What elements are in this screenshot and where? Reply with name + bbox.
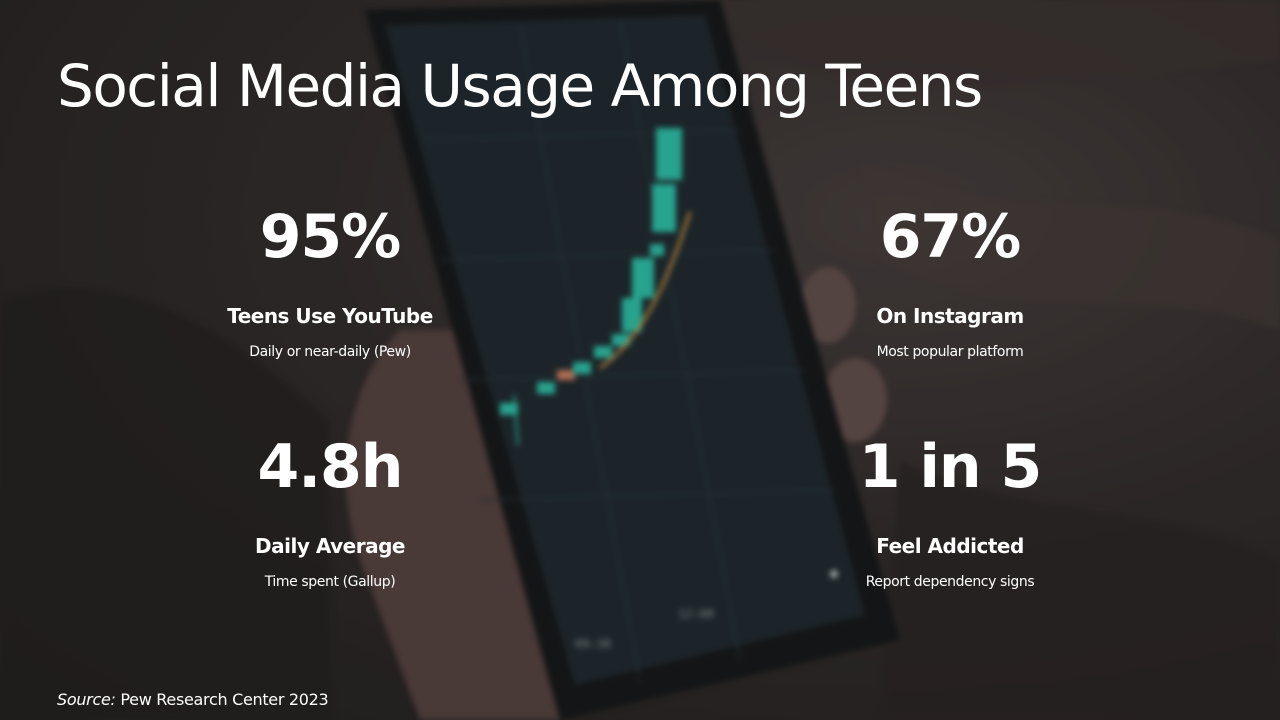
stat-note: Report dependency signs xyxy=(865,574,1035,590)
stat-note: Time spent (Gallup) xyxy=(264,574,396,590)
stat-card-instagram: 67% On Instagram Most popular platform xyxy=(790,206,1110,361)
stat-label: Daily Average xyxy=(255,534,405,558)
stat-value: 1 in 5 xyxy=(858,432,1043,502)
stat-label: Feel Addicted xyxy=(876,534,1024,558)
source-citation: Source: Pew Research Center 2023 xyxy=(57,690,329,709)
source-text: Pew Research Center 2023 xyxy=(120,690,329,709)
stat-label: Teens Use YouTube xyxy=(227,304,433,328)
slide-title: Social Media Usage Among Teens xyxy=(57,52,983,120)
phone-time-label: 09:30 xyxy=(575,637,611,651)
stat-value: 95% xyxy=(259,202,402,272)
stat-note: Most popular platform xyxy=(876,344,1024,360)
stat-card-daily-average: 4.8h Daily Average Time spent (Gallup) xyxy=(170,436,490,591)
stat-card-addicted: 1 in 5 Feel Addicted Report dependency s… xyxy=(790,436,1110,591)
phone-time-label: 12:00 xyxy=(678,607,714,621)
stat-value: 67% xyxy=(879,202,1022,272)
stat-label: On Instagram xyxy=(876,304,1024,328)
source-prefix: Source: xyxy=(57,690,116,709)
stat-note: Daily or near-daily (Pew) xyxy=(249,344,411,360)
phone-screen xyxy=(385,15,865,685)
stat-value: 4.8h xyxy=(257,432,403,502)
stat-card-youtube: 95% Teens Use YouTube Daily or near-dail… xyxy=(170,206,490,361)
